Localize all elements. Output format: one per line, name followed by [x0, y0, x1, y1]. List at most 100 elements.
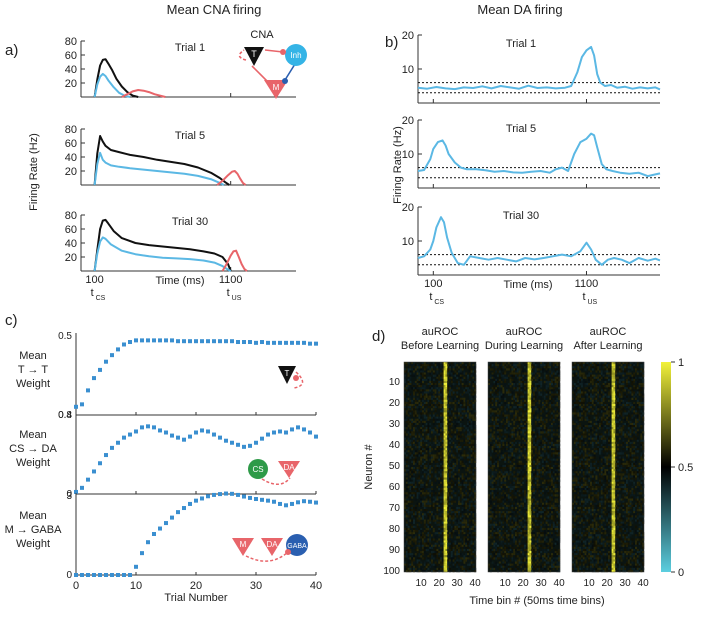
heatmap-cell — [429, 511, 432, 514]
heatmap-cell — [438, 429, 441, 432]
heatmap-cell — [443, 397, 446, 400]
heatmap-cell — [507, 362, 510, 365]
heatmap-cell — [527, 464, 530, 468]
heatmap-cell — [533, 374, 535, 377]
heatmap-cell — [425, 443, 428, 447]
heatmap-cell — [533, 460, 535, 463]
heatmap-cell — [418, 481, 421, 484]
heatmap-cell — [459, 366, 462, 369]
heatmap-cell — [438, 527, 441, 531]
heatmap-cell — [458, 511, 460, 514]
heatmap-cell — [556, 462, 559, 466]
heatmap-cell — [420, 395, 423, 398]
heatmap-cell — [520, 490, 523, 493]
heatmap-cell — [404, 456, 406, 459]
heatmap-cell — [416, 366, 419, 369]
heatmap-cell — [556, 492, 559, 495]
heatmap-cell — [414, 441, 417, 445]
heatmap-cell — [538, 452, 541, 455]
heatmap-cell — [413, 433, 415, 436]
heatmap-cell — [409, 456, 412, 459]
heatmap-cell — [429, 404, 432, 407]
heatmap-cell — [540, 385, 543, 388]
heatmap-cell — [431, 473, 433, 476]
heatmap-cell — [458, 471, 460, 474]
heatmap-cell — [509, 471, 512, 474]
heatmap-cell — [467, 427, 469, 430]
heatmap-cell — [538, 483, 541, 487]
heatmap-cell — [440, 477, 442, 480]
heatmap-cell — [520, 431, 523, 434]
heatmap-cell — [497, 393, 499, 396]
heatmap-cell — [427, 513, 430, 516]
heatmap-cell — [536, 437, 539, 440]
heatmap-cell — [459, 452, 462, 455]
neuron-m-icon — [264, 80, 288, 99]
heatmap-cell — [407, 404, 410, 407]
data-point — [290, 427, 294, 432]
heatmap-cell — [500, 496, 503, 499]
heatmap-cell — [470, 492, 473, 495]
heatmap-cell — [522, 427, 525, 430]
heatmap-cell — [545, 431, 548, 434]
heatmap-cell — [536, 481, 539, 484]
data-point — [200, 339, 204, 344]
heatmap-cell — [513, 414, 516, 417]
heatmap-cell — [552, 391, 555, 394]
heatmap-cell — [554, 427, 557, 430]
heatmap-cell — [556, 481, 559, 484]
heatmap-cell — [425, 498, 428, 501]
heatmap-cell — [411, 519, 414, 522]
heatmap-cell — [461, 456, 464, 459]
heatmap-cell — [540, 420, 543, 424]
heatmap-cell — [445, 376, 448, 379]
heatmap-cell — [409, 372, 412, 375]
heatmap-cell — [520, 485, 523, 489]
heatmap-cell — [425, 378, 428, 382]
heatmap-cell — [493, 418, 496, 421]
heatmap-cell — [507, 422, 510, 426]
heatmap-cell — [533, 479, 535, 482]
heatmap-cell — [461, 502, 464, 505]
heatmap-cell — [420, 502, 423, 505]
heatmap-cell — [474, 458, 477, 461]
heatmap-cell — [504, 383, 507, 386]
heatmap-cell — [445, 519, 448, 522]
heatmap-cell — [434, 437, 437, 440]
heatmap-cell — [474, 490, 477, 493]
heatmap-cell — [404, 513, 406, 516]
heatmap-cell — [551, 448, 553, 451]
heatmap-cell — [436, 446, 439, 449]
heatmap-cell — [438, 389, 441, 392]
heatmap-cell — [450, 425, 453, 428]
heatmap-cell — [465, 534, 468, 537]
heatmap-cell — [495, 464, 498, 468]
heatmap-cell — [513, 395, 516, 398]
heatmap-cell — [474, 410, 477, 413]
heatmap-cell — [445, 496, 448, 499]
heatmap-cell — [506, 473, 508, 476]
heatmap-cell — [549, 441, 552, 445]
heatmap-cell — [465, 437, 468, 440]
heatmap-cell — [405, 378, 408, 382]
heatmap-cell — [438, 551, 441, 554]
heatmap-cell — [540, 506, 543, 510]
heatmap-cell — [413, 565, 415, 568]
heatmap-cell — [511, 448, 514, 451]
heatmap-cell — [449, 485, 451, 489]
heatmap-cell — [422, 553, 424, 556]
heatmap-cell — [461, 458, 464, 461]
heatmap-cell — [432, 446, 435, 449]
heatmap-cell — [452, 469, 455, 472]
heatmap-cell — [404, 368, 406, 371]
heatmap-cell — [558, 418, 561, 421]
heatmap-cell — [549, 385, 552, 388]
heatmap-cell — [556, 467, 559, 470]
heatmap-cell — [527, 391, 530, 394]
heatmap-cell — [500, 492, 503, 495]
heatmap-cell — [500, 391, 503, 394]
heatmap-cell — [418, 530, 421, 533]
heatmap-cell — [463, 492, 466, 495]
heatmap-cell — [425, 548, 428, 552]
heatmap-cell — [506, 404, 508, 407]
